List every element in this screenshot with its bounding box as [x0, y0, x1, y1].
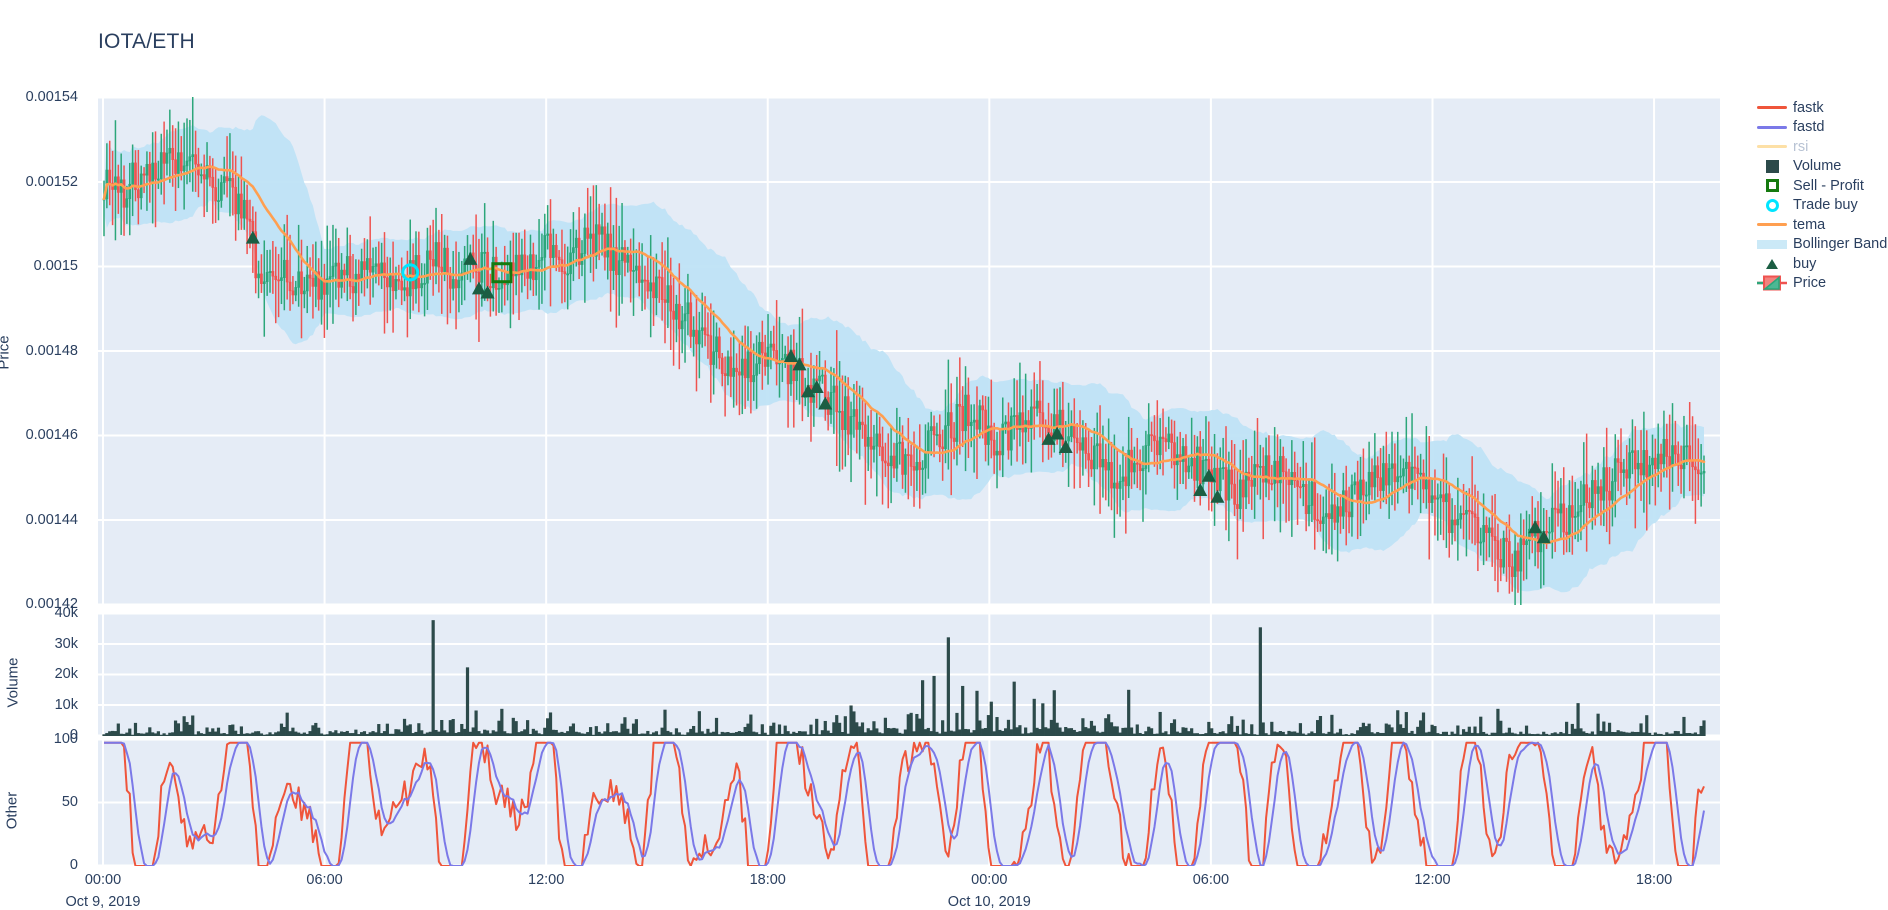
- y-tick-label: 40k: [54, 605, 78, 621]
- x-tick-label: 18:00: [749, 872, 786, 888]
- y-tick-label: 10k: [54, 696, 78, 713]
- legend-item-label: rsi: [1793, 138, 1809, 155]
- x-tick-label: 06:00: [1192, 872, 1230, 888]
- legend-item-trade-buy[interactable]: Trade buy: [1755, 196, 1888, 216]
- line-swatch-icon: [1755, 137, 1789, 156]
- legend-item-sell-profit[interactable]: Sell - Profit: [1755, 176, 1888, 196]
- legend-item-volume[interactable]: Volume: [1755, 157, 1888, 177]
- y-tick-label: 0: [69, 857, 78, 873]
- legend-item-label: fastk: [1793, 99, 1824, 116]
- y-tick-label: 0.00144: [25, 511, 78, 528]
- line-swatch-icon: [1755, 215, 1789, 234]
- y-tick-label: 20k: [54, 666, 78, 682]
- y-tick-label: 0.00152: [25, 173, 78, 190]
- y-tick-label: 0.00146: [25, 427, 78, 443]
- line-swatch-icon: [1755, 118, 1789, 137]
- legend[interactable]: fastk fastd rsi Volume Sell - Profit Trade bu…: [1755, 98, 1888, 293]
- x-tick-label: 12:00: [1414, 872, 1451, 888]
- legend-item-fastd[interactable]: fastd: [1755, 118, 1888, 138]
- price-y-ticks: 0.00154 0.00152 0.0015 0.00148 0.00146 0.0014…: [0, 89, 86, 612]
- y-tick-label: 0.00148: [25, 342, 78, 359]
- x-tick-label: 18:00: [1635, 872, 1673, 888]
- filled-square-icon: [1755, 157, 1789, 176]
- band-swatch-icon: [1755, 235, 1789, 254]
- x-axis-date-label: Oct 10, 2019: [947, 894, 1031, 910]
- x-axis: 00:00 06:00 12:00 18:00 00:00 06:00 12:00 18:00…: [66, 866, 1720, 910]
- other-panel[interactable]: [98, 739, 1720, 866]
- volume-y-ticks: 40k 30k 20k 10k 0: [0, 605, 86, 743]
- legend-item-label: Trade buy: [1793, 197, 1858, 214]
- legend-item-label: Bollinger Band: [1793, 236, 1888, 253]
- price-panel[interactable]: [98, 97, 1720, 605]
- legend-item-label: tema: [1793, 216, 1826, 233]
- legend-item-label: Volume: [1793, 158, 1842, 175]
- x-tick-label: 00:00: [971, 872, 1008, 888]
- y-tick-label: 0.00154: [25, 89, 78, 105]
- legend-item-bollinger-band[interactable]: Bollinger Band: [1755, 235, 1888, 255]
- other-y-ticks: 100 50 0: [0, 731, 86, 873]
- line-swatch-icon: [1755, 98, 1789, 117]
- hollow-square-icon: [1755, 176, 1789, 195]
- legend-item-price[interactable]: Price: [1755, 274, 1888, 294]
- hollow-circle-icon: [1755, 196, 1789, 215]
- y-tick-label: 0: [69, 727, 78, 743]
- legend-item-label: buy: [1793, 255, 1817, 272]
- triangle-up-icon: [1755, 254, 1789, 273]
- volume-panel[interactable]: [98, 613, 1720, 736]
- y-tick-label: 0.0015: [33, 258, 78, 274]
- y-tick-label: 30k: [54, 635, 78, 652]
- legend-item-tema[interactable]: tema: [1755, 215, 1888, 235]
- legend-item-label: fastd: [1793, 119, 1825, 136]
- legend-item-label: Price: [1793, 275, 1827, 292]
- y-tick-label: 0.00142: [25, 596, 78, 612]
- x-tick-label: 00:00: [84, 872, 122, 888]
- legend-item-buy[interactable]: buy: [1755, 254, 1888, 274]
- x-tick-label: 06:00: [306, 872, 343, 888]
- legend-item-fastk[interactable]: fastk: [1755, 98, 1888, 118]
- candlestick-icon: [1755, 274, 1789, 293]
- x-axis-date-label: Oct 9, 2019: [65, 894, 141, 910]
- legend-item-rsi[interactable]: rsi: [1755, 137, 1888, 157]
- y-tick-label: 100: [53, 731, 78, 747]
- legend-item-label: Sell - Profit: [1793, 177, 1864, 194]
- page-title: IOTA/ETH: [98, 30, 195, 53]
- x-tick-label: 12:00: [528, 872, 565, 888]
- y-tick-label: 50: [61, 794, 78, 810]
